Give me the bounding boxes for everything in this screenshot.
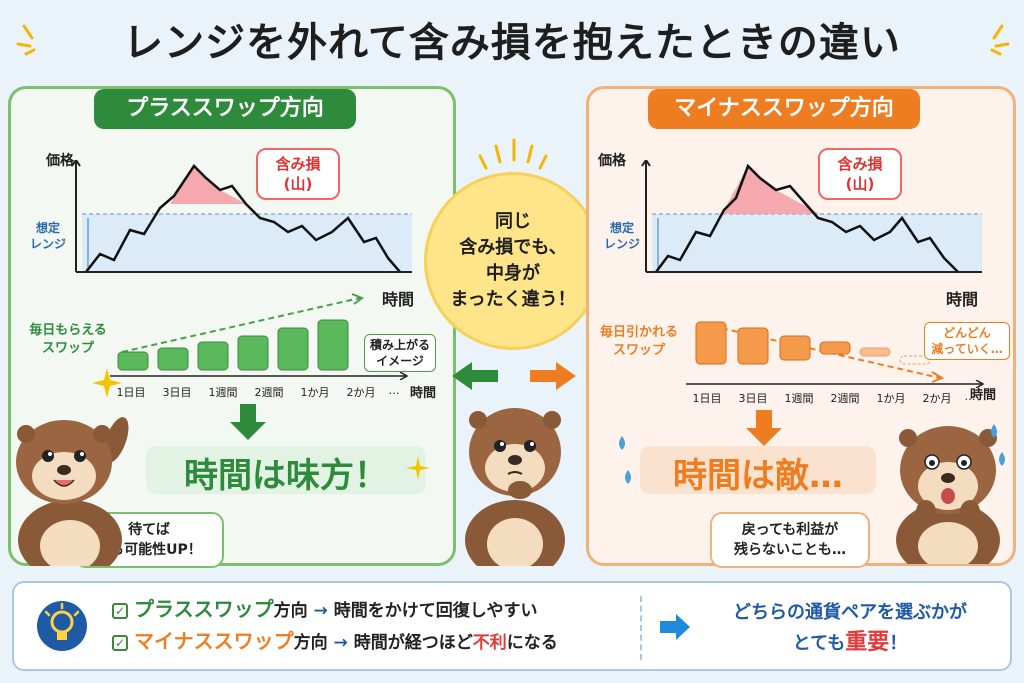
price-axis-label: 価格 — [46, 153, 74, 169]
tick-label: 2か月 — [922, 392, 952, 405]
verdict-box — [146, 446, 426, 494]
tick-label: 1か月 — [876, 392, 906, 405]
sparkle-icon — [406, 456, 430, 480]
time-axis-label: 時間 — [946, 290, 979, 309]
sweat-drops-icon — [991, 424, 1005, 466]
down-arrow-orange-icon — [746, 410, 782, 446]
sparkle-lines-left-icon — [16, 24, 36, 56]
range-label: 想定 レンジ — [603, 221, 640, 251]
arrow-left-green-icon — [452, 362, 498, 390]
sparkle-lines-right-icon — [990, 24, 1010, 56]
loss-bubble: 含み損 (山) — [818, 148, 902, 200]
tick-labels: 1日目 3日目 1週間 2週間 1か月 2か月 … — [684, 390, 980, 406]
happy-otter-icon — [16, 417, 129, 566]
otter-speech-worried: 戻っても利益が 残らないことも… — [710, 512, 870, 568]
down-arrow-green-icon — [230, 404, 266, 440]
divider — [640, 596, 642, 660]
verdict-box — [640, 446, 876, 494]
accumulate-note: 積み上がる イメージ — [364, 334, 436, 372]
minus-verdict: 時間は敵… — [673, 456, 843, 496]
worried-otter-icon — [896, 426, 1000, 564]
plus-price-chart — [71, 160, 412, 273]
tick-label: … — [964, 390, 976, 403]
time-axis — [110, 372, 409, 380]
sweat-drops-icon — [619, 436, 631, 484]
coin-stacks-shrinking — [695, 321, 945, 383]
burst-lines-icon — [478, 138, 548, 170]
thinking-otter-icon — [465, 408, 565, 566]
tick-label: 3日目 — [738, 392, 768, 405]
check-icon: ✓ — [112, 603, 128, 619]
summary-row-minus: ✓ マイナススワップ方向 → 時間が経つほど不利になる — [112, 629, 558, 655]
price-axis-label: 価格 — [598, 153, 626, 169]
loss-bubble: 含み損 (山) — [256, 148, 340, 200]
sparkle-icon — [92, 368, 122, 398]
lightbulb-icon — [37, 601, 87, 651]
center-message: 同じ 含み損でも、 中身が まったく違う！ — [424, 172, 602, 350]
coin-stacks-growing — [117, 293, 365, 371]
tick-label: 1日目 — [692, 392, 722, 405]
tick-label: 1日目 — [116, 386, 146, 399]
tick-label: 1週間 — [208, 386, 238, 399]
time-axis-label: 時間 — [382, 290, 415, 309]
summary-row-plus: ✓ プラススワップ方向 → 時間をかけて回復しやすい — [112, 597, 538, 623]
plus-swap-heading: プラススワップ方向 — [94, 89, 356, 129]
swap-receive-label: 毎日もらえる スワップ — [29, 323, 107, 356]
plus-verdict: 時間は味方！ — [184, 456, 388, 496]
tick-label: 2週間 — [254, 386, 284, 399]
tick-label: 1か月 — [300, 386, 330, 399]
time-label: 時間 — [410, 386, 437, 401]
time-label: 時間 — [970, 388, 997, 403]
summary-box — [12, 581, 1012, 671]
page-title: レンジを外れて含み損を抱えたときの違い — [123, 20, 901, 66]
arrow-right-orange-icon — [530, 362, 576, 390]
minus-price-chart — [641, 160, 982, 273]
tick-label: … — [388, 384, 400, 397]
conclusion: どちらの通貨ペアを選ぶかが とても重要！ — [733, 602, 967, 655]
swap-deduct-label: 毎日引かれる スワップ — [599, 325, 678, 358]
tick-label: 3日目 — [162, 386, 192, 399]
tick-label: 2週間 — [830, 392, 860, 405]
time-axis — [686, 380, 985, 388]
check-icon: ✓ — [112, 635, 128, 651]
decrease-note: どんどん 減っていく… — [924, 322, 1010, 360]
tick-labels: 1日目 3日目 1週間 2週間 1か月 2か月 … — [108, 384, 404, 400]
tick-label: 1週間 — [784, 392, 814, 405]
minus-swap-heading: マイナススワップ方向 — [648, 89, 920, 129]
arrow-right-blue-icon — [660, 614, 690, 640]
range-label: 想定 レンジ — [29, 221, 66, 251]
tick-label: 2か月 — [346, 386, 376, 399]
